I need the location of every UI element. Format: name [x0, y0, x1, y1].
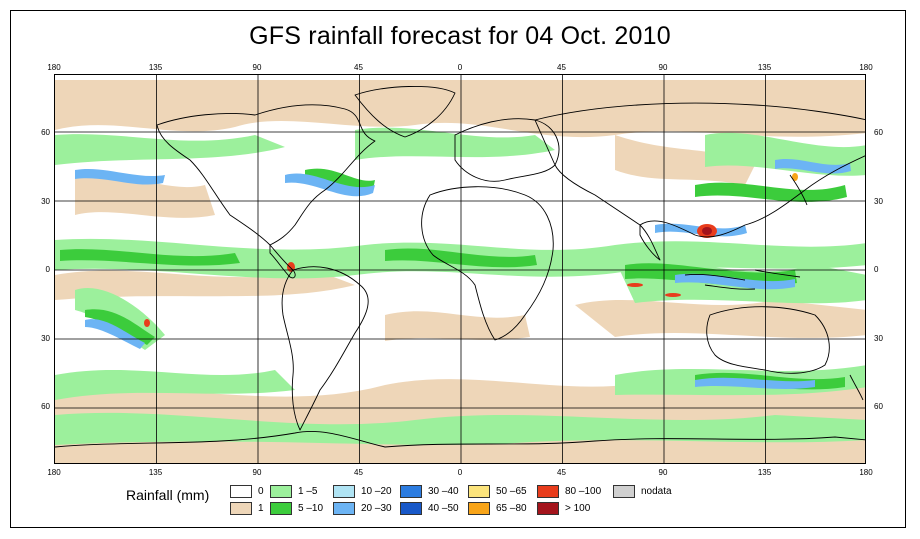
rain-cell	[305, 168, 375, 192]
lon-tick: 180	[859, 63, 873, 72]
lon-tick: 180	[47, 63, 61, 72]
rain-cell	[675, 273, 795, 290]
lon-tick: 45	[354, 63, 363, 72]
coast-africa	[421, 186, 554, 341]
lon-tick: 90	[658, 468, 668, 477]
legend-label: 1 –5	[298, 486, 318, 497]
coast-asia	[534, 102, 865, 238]
rain-band	[55, 134, 285, 165]
legend-swatch	[537, 502, 559, 515]
rain-hotspot	[627, 283, 643, 287]
lat-tick: 30	[874, 334, 883, 343]
rain-cell	[85, 309, 155, 345]
legend: Rainfall (mm) 0 1 1 –5 5 –10 10 –20 20 –…	[0, 484, 920, 524]
rain-band	[385, 311, 530, 341]
legend-swatch	[270, 485, 292, 498]
legend-swatch	[468, 502, 490, 515]
coast-south-america	[281, 266, 369, 431]
rain-band	[55, 80, 865, 138]
rain-hotspot	[792, 173, 798, 181]
legend-swatch	[537, 485, 559, 498]
rain-cell	[85, 319, 145, 349]
lon-tick: 180	[859, 468, 873, 477]
map-title: GFS rainfall forecast for 04 Oct. 2010	[249, 22, 671, 50]
legend-swatch	[613, 485, 635, 498]
lon-tick: 45	[557, 63, 566, 72]
legend-label: 40 –50	[428, 503, 459, 514]
legend-label: 1	[258, 503, 264, 514]
coast-indonesia	[684, 269, 801, 290]
coast-india	[639, 224, 661, 261]
rain-band	[55, 370, 295, 400]
coast-north-america	[156, 104, 376, 246]
lon-tick: 135	[757, 468, 772, 477]
coast-australia	[706, 306, 830, 374]
legend-swatch	[333, 485, 355, 498]
lat-tick: 30	[874, 197, 883, 206]
lat-tick: 60	[874, 402, 883, 411]
legend-swatch	[400, 502, 422, 515]
rain-band	[615, 135, 755, 185]
rain-hotspot	[144, 319, 150, 327]
lon-tick: 135	[148, 63, 163, 72]
lon-tick: 90	[252, 468, 262, 477]
legend-swatch	[400, 485, 422, 498]
lat-tick: 0	[45, 265, 50, 274]
legend-title: Rainfall (mm)	[126, 487, 210, 503]
legend-label: 10 –20	[361, 486, 392, 497]
legend-label: 0	[258, 486, 264, 497]
lon-tick: 45	[557, 468, 566, 477]
lon-tick: 135	[757, 63, 772, 72]
legend-label: 80 –100	[565, 486, 602, 497]
coast-greenland	[354, 85, 456, 138]
map-canvas	[55, 75, 865, 463]
lon-tick: 45	[354, 468, 363, 477]
lat-tick: 60	[41, 128, 50, 137]
coast-antarctica	[55, 431, 865, 448]
legend-swatch	[270, 502, 292, 515]
rain-cell	[695, 182, 847, 202]
legend-label: 65 –80	[496, 503, 527, 514]
legend-label: > 100	[565, 503, 591, 514]
lat-tick: 0	[874, 265, 879, 274]
rainfall-map[interactable]	[54, 74, 866, 464]
rain-cell	[695, 377, 815, 389]
lat-tick: 30	[41, 334, 50, 343]
graticule	[55, 75, 865, 463]
rain-cell	[285, 173, 375, 197]
lon-tick: 90	[252, 63, 262, 72]
legend-label: 20 –30	[361, 503, 392, 514]
lon-tick: 135	[148, 468, 163, 477]
figure-frame	[10, 10, 906, 528]
coastlines	[55, 85, 865, 448]
legend-label: 50 –65	[496, 486, 527, 497]
coast-japan	[789, 174, 808, 206]
lon-tick: 180	[47, 468, 61, 477]
rain-band	[75, 172, 215, 218]
lat-tick: 60	[874, 128, 883, 137]
lat-tick: 60	[41, 402, 50, 411]
legend-label: nodata	[641, 486, 672, 497]
legend-swatch	[230, 485, 252, 498]
lon-tick: 90	[658, 63, 668, 72]
rain-layer-heavy	[75, 158, 851, 389]
coast-central-america	[269, 244, 296, 279]
lat-tick: 30	[41, 197, 50, 206]
rain-cell	[75, 168, 165, 185]
coast-new-zealand	[849, 374, 864, 401]
legend-swatch	[468, 485, 490, 498]
legend-swatch	[230, 502, 252, 515]
legend-label: 30 –40	[428, 486, 459, 497]
rain-cell	[60, 249, 240, 266]
rain-hotspot	[665, 293, 681, 297]
lon-tick: 0	[457, 63, 463, 72]
legend-swatch	[333, 502, 355, 515]
rain-band	[55, 412, 865, 445]
rain-hotspot	[702, 227, 712, 235]
rain-band	[575, 300, 865, 338]
legend-label: 5 –10	[298, 503, 324, 514]
rain-cell	[775, 158, 851, 174]
lon-tick: 0	[457, 468, 463, 477]
